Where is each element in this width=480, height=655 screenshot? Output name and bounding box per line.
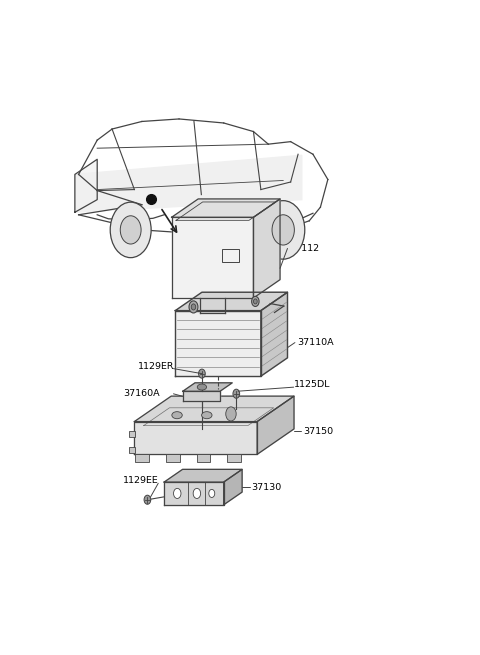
Bar [129, 447, 135, 453]
Polygon shape [175, 310, 261, 376]
Polygon shape [175, 292, 288, 310]
Circle shape [189, 301, 198, 313]
Polygon shape [164, 482, 224, 505]
Polygon shape [261, 292, 288, 376]
Polygon shape [172, 217, 253, 298]
Bar [196, 454, 210, 462]
Polygon shape [253, 199, 280, 298]
Circle shape [199, 369, 205, 378]
Polygon shape [75, 159, 97, 212]
Text: 1129ER: 1129ER [138, 362, 175, 371]
Bar [135, 454, 149, 462]
Circle shape [272, 215, 294, 245]
Polygon shape [134, 396, 294, 422]
Bar [129, 431, 135, 437]
Ellipse shape [202, 411, 212, 419]
Circle shape [120, 215, 141, 244]
Polygon shape [164, 470, 242, 482]
Circle shape [252, 296, 259, 307]
Ellipse shape [197, 384, 206, 390]
Ellipse shape [172, 411, 182, 419]
Circle shape [174, 489, 181, 498]
Circle shape [253, 299, 257, 304]
Bar [166, 454, 180, 462]
Circle shape [110, 202, 151, 257]
Circle shape [193, 489, 201, 498]
Text: 1129EE: 1129EE [123, 476, 159, 485]
Polygon shape [172, 199, 280, 217]
Text: 37150: 37150 [303, 426, 334, 436]
Circle shape [191, 304, 196, 310]
Circle shape [144, 495, 151, 504]
Bar [227, 454, 241, 462]
Text: 37110A: 37110A [297, 338, 334, 347]
Polygon shape [257, 396, 294, 455]
Text: 37160A: 37160A [123, 389, 160, 398]
Text: 1125DL: 1125DL [294, 380, 331, 389]
Text: 37112: 37112 [289, 244, 320, 253]
Polygon shape [183, 383, 232, 391]
Polygon shape [224, 470, 242, 505]
Circle shape [209, 489, 215, 497]
Circle shape [226, 407, 236, 421]
Polygon shape [183, 391, 220, 402]
Polygon shape [134, 422, 257, 455]
Circle shape [233, 389, 240, 398]
Circle shape [262, 200, 305, 259]
Text: 37130: 37130 [252, 483, 282, 491]
Polygon shape [75, 155, 302, 212]
